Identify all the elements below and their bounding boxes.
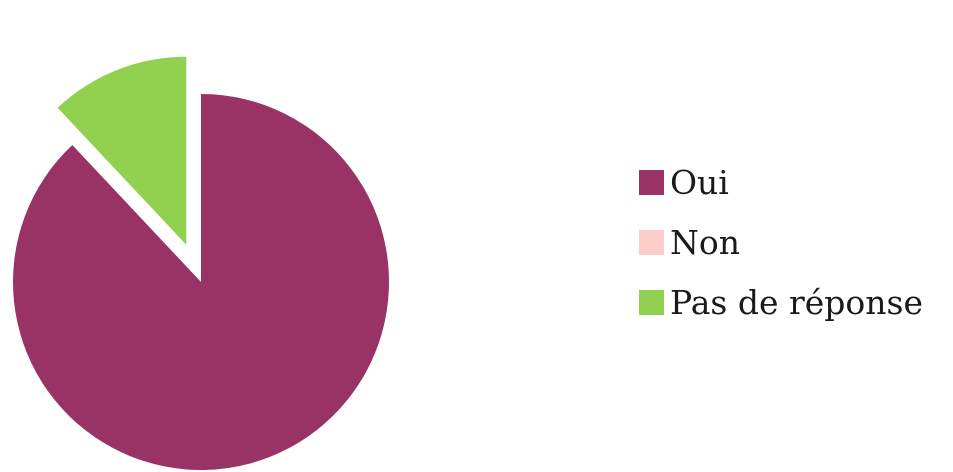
legend: Oui Non Pas de réponse — [639, 152, 939, 332]
legend-label-pas-de-reponse: Pas de réponse — [670, 282, 923, 322]
legend-label-non: Non — [670, 222, 740, 262]
legend-swatch-oui — [639, 169, 664, 195]
pie-slice-pas-de-r-ponse — [57, 56, 187, 245]
legend-item-pas-de-reponse: Pas de réponse — [639, 272, 939, 332]
legend-swatch-non — [639, 229, 664, 255]
legend-item-oui: Oui — [639, 152, 939, 212]
legend-swatch-pas-de-reponse — [639, 289, 664, 315]
pie-slice-oui — [12, 94, 389, 470]
legend-label-oui: Oui — [670, 162, 729, 202]
legend-item-non: Non — [639, 212, 939, 272]
